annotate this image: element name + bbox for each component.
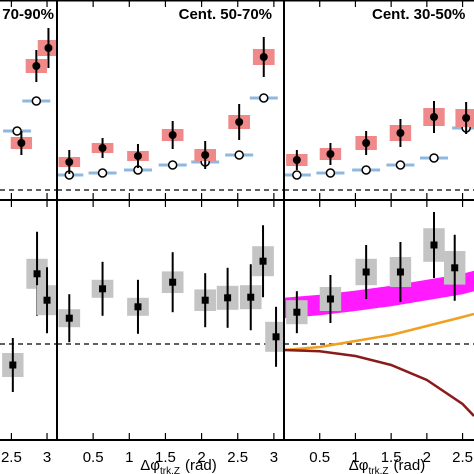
data-point bbox=[272, 333, 280, 341]
x-axis-label-sub: trk,Z bbox=[160, 466, 180, 474]
data-point bbox=[65, 314, 73, 322]
ref-point bbox=[167, 160, 178, 170]
data-point bbox=[99, 285, 107, 293]
ref-point bbox=[31, 96, 42, 106]
data-point bbox=[362, 268, 370, 276]
x-axis-label-main: Δφ bbox=[140, 457, 160, 474]
data-point bbox=[396, 268, 404, 276]
data-point bbox=[235, 118, 244, 126]
ref-point bbox=[234, 150, 244, 160]
data-point bbox=[17, 139, 26, 147]
data-point bbox=[292, 156, 301, 164]
data-point bbox=[43, 296, 51, 304]
x-axis-label: Δφtrk,Z (rad) bbox=[349, 457, 425, 474]
data-point bbox=[362, 139, 371, 147]
x-tick-label: 0.5 bbox=[309, 449, 330, 466]
data-point bbox=[430, 113, 438, 121]
ref-point bbox=[395, 160, 406, 170]
panel-title: Cent. 30-50% bbox=[372, 6, 465, 23]
x-axis-label-main: Δφ bbox=[349, 457, 369, 474]
ref-point bbox=[259, 93, 269, 103]
x-tick-label: 3 bbox=[43, 449, 51, 466]
data-point bbox=[168, 131, 177, 139]
ref-point bbox=[97, 168, 108, 178]
x-tick-label: 1.5 bbox=[155, 449, 176, 466]
ref-point bbox=[292, 170, 302, 180]
data-point bbox=[201, 151, 210, 159]
x-tick-label: 2 bbox=[423, 449, 431, 466]
data-point bbox=[247, 293, 255, 301]
data-point bbox=[9, 361, 17, 369]
data-point bbox=[169, 278, 177, 286]
data-point bbox=[259, 257, 267, 265]
data-point bbox=[396, 129, 405, 137]
panel bbox=[284, 101, 474, 417]
data-point bbox=[430, 241, 438, 249]
ref-point bbox=[429, 153, 439, 163]
data-point bbox=[98, 144, 107, 152]
data-point bbox=[224, 294, 232, 302]
x-tick-label: 0.5 bbox=[83, 449, 104, 466]
data-point bbox=[133, 152, 142, 160]
model-line bbox=[284, 312, 474, 352]
data-point bbox=[201, 296, 209, 304]
data-point bbox=[65, 158, 74, 166]
data-point bbox=[326, 295, 334, 303]
x-axis-label-sub: trk,Z bbox=[369, 466, 389, 474]
data-point bbox=[33, 270, 41, 278]
x-axis-label-unit: (rad) bbox=[185, 457, 217, 474]
panel bbox=[0, 28, 57, 392]
data-point bbox=[326, 150, 335, 158]
x-tick-label: 1.5 bbox=[381, 449, 402, 466]
x-axis-label-unit: (rad) bbox=[394, 457, 426, 474]
data-point bbox=[44, 44, 53, 52]
model-line bbox=[284, 348, 474, 417]
panel bbox=[57, 37, 284, 367]
x-tick-label: 2 bbox=[197, 449, 205, 466]
x-tick-label: 2.5 bbox=[1, 449, 22, 466]
data-point bbox=[462, 114, 471, 122]
ref-point bbox=[361, 165, 371, 175]
data-point bbox=[451, 264, 459, 272]
data-point bbox=[259, 53, 268, 61]
data-point bbox=[293, 308, 301, 316]
x-axis-label: Δφtrk,Z (rad) bbox=[140, 457, 216, 474]
ref-point bbox=[12, 126, 22, 136]
data-point bbox=[32, 62, 41, 70]
panel-title: 70-90% bbox=[2, 6, 54, 23]
ref-point bbox=[325, 168, 336, 178]
x-tick-label: 1 bbox=[125, 449, 133, 466]
x-tick-label: 2.5 bbox=[227, 449, 248, 466]
x-tick-label: 1 bbox=[351, 449, 359, 466]
x-tick-label: 2.5 bbox=[452, 449, 473, 466]
x-tick-label: 3 bbox=[270, 449, 278, 466]
panel-title: Cent. 50-70% bbox=[179, 6, 272, 23]
data-point bbox=[134, 303, 142, 311]
